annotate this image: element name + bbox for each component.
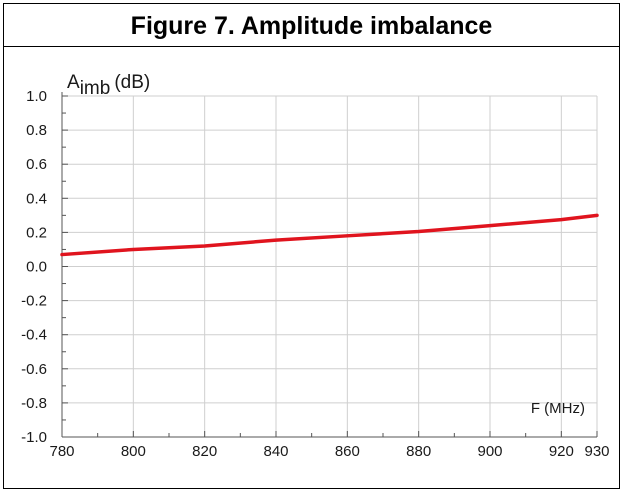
y-axis-title: Aimb (dB) [67,72,150,99]
x-tick-label: 880 [406,443,431,460]
x-tick-label: 780 [49,443,74,460]
x-tick-label: 920 [549,443,574,460]
x-tick-label: 820 [192,443,217,460]
y-tick-label: -1.0 [21,429,47,446]
y-tick-label: 0.6 [26,156,47,173]
x-tick-label: 800 [121,443,146,460]
x-tick-label: 860 [335,443,360,460]
x-tick-label: 930 [584,443,609,460]
y-tick-label: -0.4 [21,327,47,344]
title-divider [3,46,620,47]
x-axis-title: F (MHz) [531,400,585,417]
x-tick-label: 900 [477,443,502,460]
y-tick-label: 0.2 [26,224,47,241]
grid-layer [61,95,598,438]
y-tick-label: 0.4 [26,190,47,207]
y-tick-label: -0.8 [21,395,47,412]
axis-layer [61,92,598,438]
y-tick-label: -0.6 [21,361,47,378]
series-layer [60,213,599,257]
series-line [60,213,599,257]
y-tick-label: -0.2 [21,293,47,310]
figure-title: Figure 7. Amplitude imbalance [130,11,493,40]
x-tick-label: 840 [263,443,288,460]
y-tick-label: 0.0 [26,259,47,276]
label-layer: 780 800 820 840 860 880 900 920 930 1.0 0.8 0.6 0.4 0… [21,72,609,460]
figure-frame [3,3,620,489]
y-tick-label: 1.0 [26,88,47,105]
y-tick-label: 0.8 [26,122,47,139]
